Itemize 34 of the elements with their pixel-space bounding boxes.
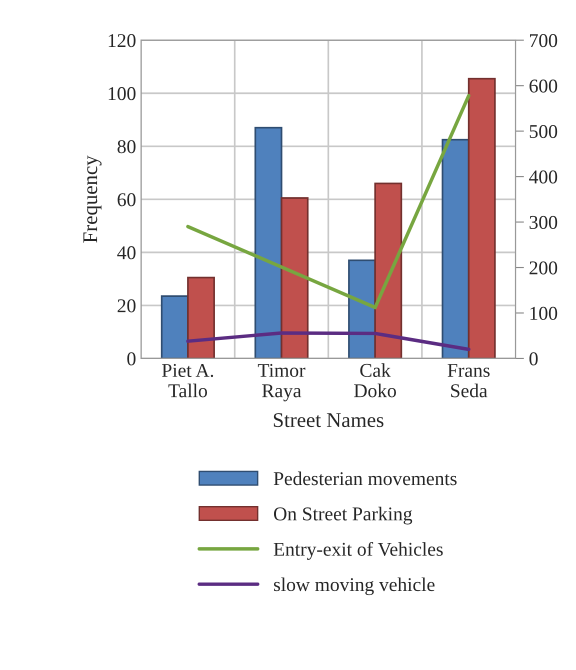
line-series [186,331,470,352]
y-tick-label: 100 [108,87,136,100]
y-tick-label: 80 [118,140,136,154]
bar [280,197,309,358]
y2-tick-label: 400 [529,170,558,184]
y2-tick-label: 500 [530,124,558,138]
y2-tick-label: 700 [530,34,558,48]
bar [160,295,189,358]
y-tick-label: 40 [117,246,136,260]
y-tick-label: 120 [108,34,136,48]
y2-tick-label: 600 [530,79,558,93]
x-axis-title: Street Names [274,413,384,428]
legend-label: Pedesterian movements [274,472,457,486]
legend-label: slow moving vehicle [274,577,435,596]
y-tick-label: 0 [127,352,136,366]
y2-tick-label: 0 [529,352,538,366]
y2-tick-label: 100 [530,306,558,320]
x-tick-label: Frans Seda [448,364,490,398]
x-tick-label: Cak Doko [354,363,396,398]
y2-tick-label: 200 [530,261,558,274]
x-tick-label: Piet A. Tallo [162,364,214,398]
bar [187,276,215,358]
y-tick-label: 20 [118,299,136,312]
x-tick-label: Timor Raya [258,364,306,402]
bar [442,138,470,358]
line-series [186,94,470,310]
y-axis-title: Frequency [83,155,102,243]
legend-label: On Street Parking [274,506,412,524]
bar [374,182,402,358]
bar [254,126,282,358]
legend-label: Entry-exit of Vehicles [274,542,443,560]
y-tick-label: 60 [118,193,136,206]
y2-tick-label: 300 [530,216,558,229]
bar [468,78,496,358]
